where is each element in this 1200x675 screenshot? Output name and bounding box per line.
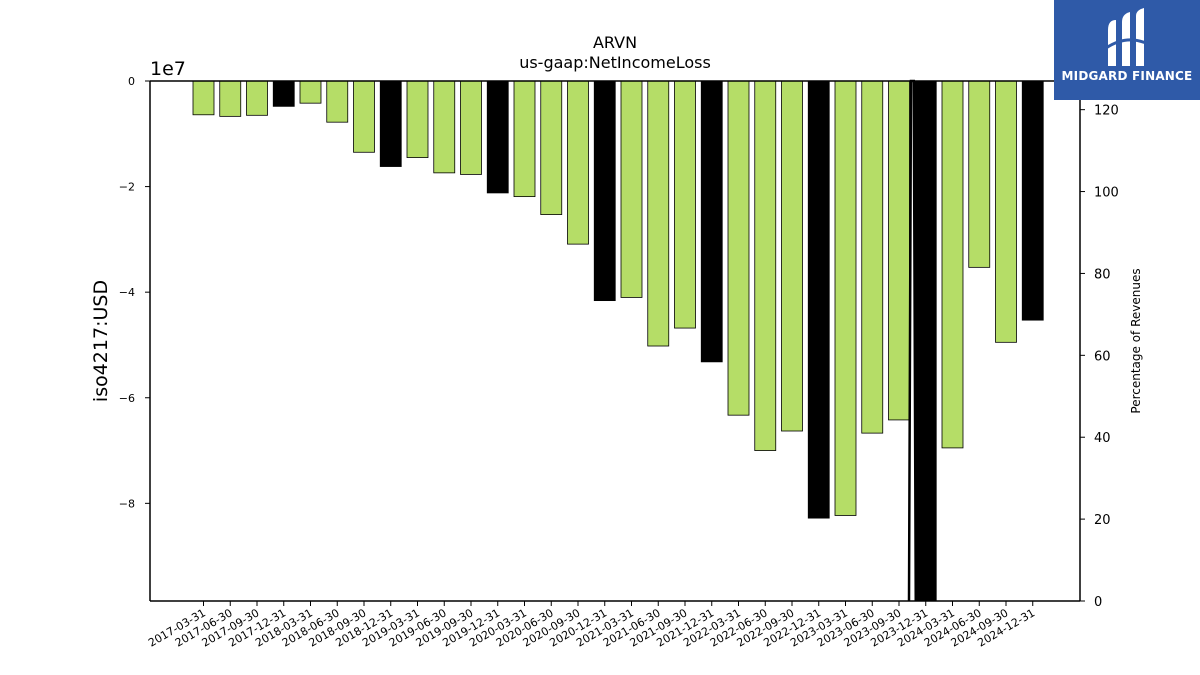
y2-tick-label: 40 [1094, 431, 1111, 446]
bar-2023-12-31 [914, 80, 937, 602]
percentage-of-revenues-line [907, 79, 917, 602]
bar-2021-12-31 [700, 80, 723, 363]
y2-tick-label: 80 [1094, 267, 1111, 282]
bar-2019-03-31 [406, 80, 429, 158]
bar-2023-09-30 [888, 80, 910, 421]
midgard-finance-logo: MIDGARD FINANCE [1054, 0, 1200, 100]
y-tick-label: −2 [119, 181, 135, 194]
bar-2022-09-30 [781, 80, 803, 432]
y2-tick-label: 120 [1094, 104, 1119, 119]
bar-2019-06-30 [433, 80, 456, 174]
midgard-logo-icon [1105, 8, 1149, 66]
y-tick-label: −8 [119, 497, 135, 510]
bar-2024-03-31 [941, 80, 964, 449]
bar-2019-09-30 [460, 80, 482, 175]
y2-tick-label: 0 [1094, 595, 1102, 610]
bar-2017-06-30 [219, 80, 242, 117]
bar-2024-09-30 [995, 80, 1017, 343]
bar-2020-06-30 [540, 80, 563, 215]
y-tick-label: −4 [119, 286, 135, 299]
bar-2022-06-30 [754, 80, 777, 451]
bar-2017-09-30 [246, 80, 268, 116]
chart-subtitle: us-gaap:NetIncomeLoss [519, 53, 711, 72]
y2-axis-label: Percentage of Revenues [1129, 268, 1143, 413]
bar-2018-09-30 [353, 80, 375, 153]
y-offset-label: 1e7 [150, 58, 186, 80]
bar-2021-03-31 [620, 80, 643, 298]
bar-2020-12-31 [593, 80, 616, 302]
chart-title: ARVN [593, 33, 637, 52]
bar-2020-03-31 [513, 80, 536, 198]
bar-2022-12-31 [807, 80, 830, 519]
bar-2018-12-31 [379, 80, 402, 167]
bar-2018-06-30 [326, 80, 349, 123]
y-axis-label: iso4217:USD [90, 280, 112, 402]
bar-2019-12-31 [486, 80, 509, 194]
bar-2021-06-30 [647, 80, 670, 347]
bar-2023-06-30 [861, 80, 884, 434]
y-tick-label: −6 [119, 392, 135, 405]
y2-tick-label: 100 [1094, 186, 1119, 201]
bar-2023-03-31 [834, 80, 857, 516]
y-tick-label: 0 [128, 75, 135, 88]
bar-2020-09-30 [567, 80, 589, 245]
y2-tick-label: 60 [1094, 349, 1111, 364]
bar-2018-03-31 [299, 80, 322, 104]
percentage-line-layer [907, 79, 917, 602]
bar-2022-03-31 [727, 80, 750, 416]
bar-2024-06-30 [968, 80, 991, 268]
logo-label: MIDGARD FINANCE [1061, 69, 1193, 83]
bar-2017-03-31 [192, 80, 215, 116]
bar-2024-12-31 [1021, 80, 1044, 321]
bar-2017-12-31 [272, 80, 295, 107]
bar-2021-09-30 [674, 80, 696, 329]
y2-tick-label: 20 [1094, 513, 1111, 528]
